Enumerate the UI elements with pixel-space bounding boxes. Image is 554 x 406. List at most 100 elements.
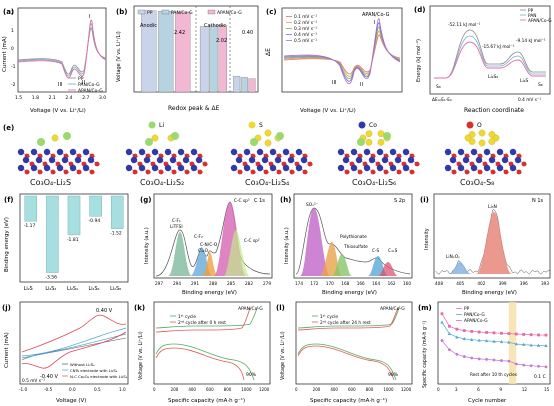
cycle-point xyxy=(462,337,466,341)
panel-g-peak-label-4: C-N/C-O xyxy=(200,242,218,248)
o-atom xyxy=(409,169,415,175)
legend-entry: PAN/Co-G xyxy=(464,312,485,318)
panel-d-svg: (d) Energy (kJ mol⁻¹) Reaction coordinat… xyxy=(414,5,552,114)
co-atom xyxy=(509,164,517,172)
panel-m-series xyxy=(440,312,548,369)
binding-category-label: Li₂S₂ xyxy=(45,286,56,292)
o-atom xyxy=(184,169,190,175)
bar-apancog-2 xyxy=(248,78,256,93)
co-atom xyxy=(376,164,384,172)
s-atom xyxy=(478,139,486,147)
o-atom xyxy=(132,169,138,175)
cycle-point xyxy=(544,365,548,369)
panel-m-svg: (m) Specific capacity (mA·h g⁻¹) Cycle n… xyxy=(418,301,551,404)
co-atom xyxy=(151,148,159,156)
panel-d-path-pan xyxy=(434,35,546,79)
panel-i-label: (i) xyxy=(420,196,429,204)
panel-e-structure-group xyxy=(17,129,528,175)
panel-i-peak-li3n xyxy=(476,212,512,274)
x-tick-label: 2.1 xyxy=(49,95,56,101)
cycle-point xyxy=(440,320,444,324)
legend-entry: 0.4 mV s⁻¹ xyxy=(294,32,317,38)
panel-d-path-apan xyxy=(434,41,546,79)
o-atom xyxy=(94,161,100,167)
o-atom xyxy=(237,169,243,175)
panel-e-label: (e) xyxy=(3,124,14,132)
panel-j-xlabel: Voltage (V) xyxy=(56,398,86,404)
panel-d-species-3: Li₂S xyxy=(520,78,529,84)
co-atom xyxy=(355,156,363,164)
bar-pancog-2 xyxy=(240,77,248,93)
co-atom xyxy=(295,164,303,172)
x-tick-label: 6 xyxy=(477,387,480,392)
co-atom xyxy=(82,164,90,172)
panel-h-frame xyxy=(293,193,413,279)
panel-g-peak-label-6: C=O xyxy=(198,248,209,254)
co-atom xyxy=(138,148,146,156)
panel-g-peak-cn xyxy=(202,252,218,276)
panel-k-ylabel: Voltage (V vs. Li⁺/Li) xyxy=(138,331,144,380)
legend-li-icon xyxy=(148,121,156,129)
co-atom xyxy=(230,164,238,172)
cv-curve-rate-5 xyxy=(283,18,401,85)
cycle-point xyxy=(537,333,540,337)
panel-i-xps-n1s: (i) N 1s Intensity Binding energy (eV) L… xyxy=(420,190,554,298)
co-atom xyxy=(402,164,410,172)
panel-k-frame xyxy=(153,301,271,385)
o-atom xyxy=(396,169,402,175)
panel-h-peak-label-5: C=S xyxy=(388,248,398,254)
cycle-point xyxy=(529,364,533,368)
panel-e-structures: (e) Li S Co O xyxy=(0,118,554,178)
panel-m-cycling: (m) Specific capacity (mA·h g⁻¹) Cycle n… xyxy=(418,298,554,406)
cycle-point xyxy=(440,339,444,342)
panel-i-x-ticks: 408 405 402 399 396 393 xyxy=(435,281,549,286)
panel-g-tag: C 1s xyxy=(254,198,265,204)
cycle-point xyxy=(536,343,541,347)
panel-k-charge-1st xyxy=(155,305,259,329)
panel-c-peak-3: III xyxy=(332,80,336,86)
li-atom xyxy=(37,138,45,146)
x-tick-label: 1000 xyxy=(241,387,252,392)
co-atom xyxy=(488,156,496,164)
panel-d-energy-3: -9.14 kJ mol⁻¹ xyxy=(516,38,546,44)
x-tick-label: 2.4 xyxy=(65,95,72,101)
panel-m-x-ticks: 0 3 6 9 12 15 xyxy=(437,387,550,392)
panel-a-svg: (a) Current (mA) Voltage (V vs. Li⁺/Li) … xyxy=(2,7,107,114)
cycle-point xyxy=(514,332,518,336)
panel-b-legend-swatch-pan xyxy=(161,9,170,15)
x-tick-label: 1.8 xyxy=(32,95,39,101)
structure-label-s8: Co₃O₄-S₈ xyxy=(460,178,495,187)
panel-l-discharge-2nd xyxy=(297,345,395,381)
x-tick-label: 600 xyxy=(206,387,214,392)
co-atom xyxy=(363,148,371,156)
panel-b-svg: (b) Voltage (V vs. Li⁺/Li) Redox peak & … xyxy=(116,5,259,112)
x-tick-label: 600 xyxy=(348,387,356,392)
panel-d-species-2: Li₂S₆ xyxy=(488,74,498,80)
panel-h-ylabel: Intensity (a.u.) xyxy=(284,227,290,264)
cycle-point xyxy=(470,337,474,342)
co-atom xyxy=(177,164,185,172)
co-atom xyxy=(130,156,138,164)
o-atom xyxy=(516,169,522,175)
li-atom xyxy=(250,138,258,146)
panel-k-discharge-2nd xyxy=(155,347,245,381)
co-atom xyxy=(337,164,345,172)
cycle-point xyxy=(514,342,518,346)
panel-g-xps-c1s: (g) C 1s Intensity (a.u.) Binding energy… xyxy=(140,190,276,298)
panel-a-peak-1: I xyxy=(89,14,90,20)
x-tick-label: 400 xyxy=(330,387,338,392)
o-atom xyxy=(37,169,43,175)
binding-bar-3 xyxy=(89,195,102,217)
panel-d-legend-apan: APAN/Co-G xyxy=(528,18,552,24)
co-atom xyxy=(48,156,56,164)
co-atom xyxy=(470,164,478,172)
panel-l-title: APAN/Co-G xyxy=(380,306,405,312)
panel-h-tag: S 2p xyxy=(394,198,405,204)
cycle-point xyxy=(448,348,451,352)
panel-m-rate: 0.1 C xyxy=(534,374,546,380)
panel-l-voltage-profile: (l) APAN/Co-G Voltage (V vs. Li⁺/Li) Spe… xyxy=(276,298,416,406)
panel-d-energy-profile: (d) Energy (kJ mol⁻¹) Reaction coordinat… xyxy=(412,0,554,118)
co-atom xyxy=(30,148,38,156)
co-atom xyxy=(182,156,190,164)
